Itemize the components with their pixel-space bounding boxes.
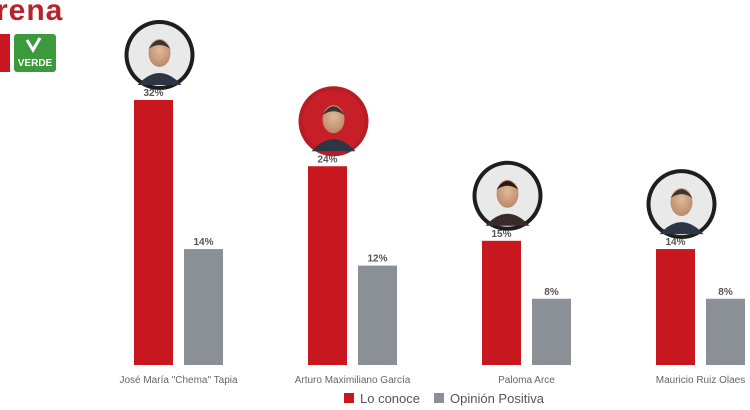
candidate-photo-0 [124,20,195,90]
legend-swatch-opinion-positiva [434,393,444,403]
data-label-lo-conoce-0: 32% [143,88,163,99]
legend-label-opinion-positiva: Opinión Positiva [450,390,544,406]
bar-lo-conoce-0 [134,100,173,365]
legend-item-opinion-positiva: Opinión Positiva [434,391,544,406]
candidate-photo-1 [298,86,369,157]
pri-logo-icon [0,34,10,72]
bar-lo-conoce-1 [308,166,347,365]
bar-chart: 32% 14% José María "Chema" Tapia 24% 12% Artu… [119,20,745,386]
data-label-lo-conoce-1: 24% [317,154,337,165]
candidate-photo-3 [646,169,717,240]
bar-lo-conoce-2 [482,240,521,365]
verde-logo-icon: VERDE [14,34,56,72]
candidate-photo-2 [472,160,543,231]
bar-opinion-positiva-3 [706,298,745,365]
verde-logo-text: VERDE [18,58,53,69]
data-label-lo-conoce-2: 15% [491,229,511,240]
legend-item-lo-conoce: Lo conoce [344,391,420,406]
data-label-opinion-positiva-1: 12% [367,254,387,265]
legend-swatch-lo-conoce [344,393,354,403]
data-label-lo-conoce-3: 14% [665,237,685,248]
bar-opinion-positiva-2 [532,298,571,365]
category-label-1: Arturo Maximiliano García [295,375,411,386]
party-logos: VERDE [0,34,56,72]
bar-opinion-positiva-0 [184,249,223,365]
morena-logo-text: rena [0,0,64,27]
data-label-opinion-positiva-2: 8% [544,287,559,298]
chart-legend: Lo conoce Opinión Positiva [344,389,544,407]
bar-lo-conoce-3 [656,249,695,365]
data-label-opinion-positiva-0: 14% [193,237,213,248]
category-label-2: Paloma Arce [498,375,555,386]
category-label-3: Mauricio Ruiz Olaes [656,375,745,386]
bar-opinion-positiva-1 [358,265,397,365]
data-label-opinion-positiva-3: 8% [718,287,733,298]
legend-label-lo-conoce: Lo conoce [360,390,420,406]
category-label-0: José María "Chema" Tapia [119,375,238,386]
